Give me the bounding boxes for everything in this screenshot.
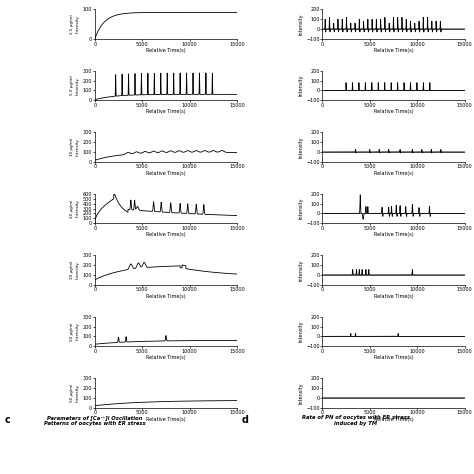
Y-axis label: Intensity: Intensity bbox=[298, 382, 303, 404]
Y-axis label: Intensity: Intensity bbox=[298, 13, 303, 35]
Y-axis label: 20 μg/ml
Intensity: 20 μg/ml Intensity bbox=[70, 200, 80, 218]
X-axis label: Relative Time(s): Relative Time(s) bbox=[146, 171, 186, 176]
Text: d: d bbox=[242, 415, 249, 425]
X-axis label: Relative Time(s): Relative Time(s) bbox=[374, 417, 413, 422]
Y-axis label: 50 μg/ml
Intensity: 50 μg/ml Intensity bbox=[70, 384, 80, 402]
X-axis label: Relative Time(s): Relative Time(s) bbox=[374, 48, 413, 53]
Y-axis label: Intensity: Intensity bbox=[298, 198, 303, 219]
Y-axis label: 2.5 μg/ml
Intensity: 2.5 μg/ml Intensity bbox=[70, 14, 80, 34]
X-axis label: Relative Time(s): Relative Time(s) bbox=[374, 294, 413, 299]
Text: Rate of PN of oocytes with ER stress
induced by TM: Rate of PN of oocytes with ER stress ind… bbox=[301, 415, 410, 426]
Y-axis label: 5.0 μg/ml
Intensity: 5.0 μg/ml Intensity bbox=[70, 76, 80, 95]
Y-axis label: 30 μg/ml
Intensity: 30 μg/ml Intensity bbox=[70, 261, 80, 279]
Y-axis label: 50 μg/ml
Intensity: 50 μg/ml Intensity bbox=[70, 322, 80, 341]
Text: c: c bbox=[5, 415, 10, 425]
X-axis label: Relative Time(s): Relative Time(s) bbox=[146, 417, 186, 422]
X-axis label: Relative Time(s): Relative Time(s) bbox=[374, 109, 413, 114]
Y-axis label: Intensity: Intensity bbox=[298, 321, 303, 342]
X-axis label: Relative Time(s): Relative Time(s) bbox=[146, 294, 186, 299]
X-axis label: Relative Time(s): Relative Time(s) bbox=[146, 48, 186, 53]
Text: Parameters of [Ca²⁺]i Oscillation
Patterns of oocytes with ER stress: Parameters of [Ca²⁺]i Oscillation Patter… bbox=[44, 415, 146, 426]
X-axis label: Relative Time(s): Relative Time(s) bbox=[374, 171, 413, 176]
X-axis label: Relative Time(s): Relative Time(s) bbox=[374, 232, 413, 237]
X-axis label: Relative Time(s): Relative Time(s) bbox=[146, 232, 186, 237]
X-axis label: Relative Time(s): Relative Time(s) bbox=[374, 356, 413, 360]
Y-axis label: Intensity: Intensity bbox=[298, 75, 303, 96]
Y-axis label: Intensity: Intensity bbox=[298, 259, 303, 281]
Y-axis label: 10 μg/ml
Intensity: 10 μg/ml Intensity bbox=[70, 138, 80, 156]
X-axis label: Relative Time(s): Relative Time(s) bbox=[146, 109, 186, 114]
Y-axis label: Intensity: Intensity bbox=[298, 137, 303, 158]
X-axis label: Relative Time(s): Relative Time(s) bbox=[146, 356, 186, 360]
